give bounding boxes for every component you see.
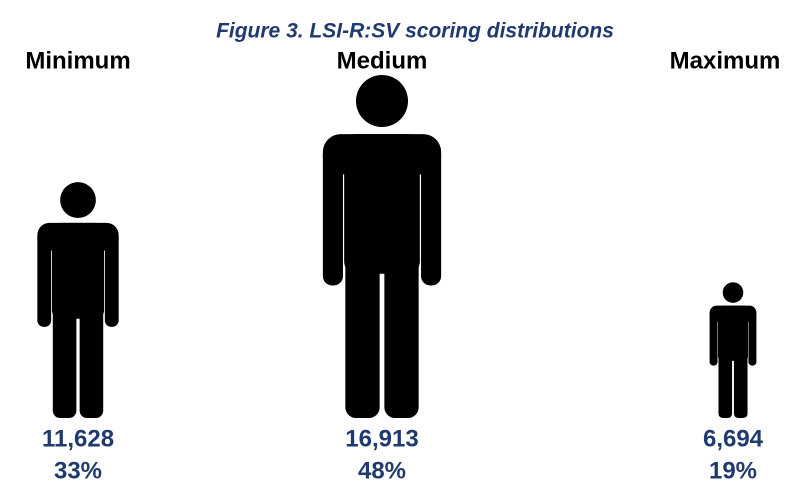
value-label: 11,628: [42, 425, 114, 452]
figure-part: [345, 252, 380, 418]
figure-part: [718, 305, 748, 361]
figure-part: [51, 222, 105, 319]
figure-part: [79, 304, 104, 419]
person-icon: [37, 182, 119, 419]
figure-part: [733, 352, 748, 418]
figure-part: [709, 310, 718, 366]
person-icon: [709, 282, 757, 418]
figure-part: [748, 310, 757, 366]
value-label: 6,694: [703, 425, 764, 452]
figure-part: [344, 134, 420, 274]
figure-part: [104, 230, 119, 327]
figure-part: [52, 304, 77, 419]
figure-part: [37, 230, 52, 327]
figure-part: [322, 145, 343, 286]
figure-part: [384, 252, 419, 418]
value-label: 16,913: [345, 425, 418, 452]
person-icon: [322, 75, 442, 418]
figure-part: [722, 282, 744, 303]
category-label: Maximum: [670, 47, 781, 74]
category-label: Medium: [337, 47, 428, 74]
figure-part: [718, 352, 733, 418]
figure-part: [355, 75, 409, 128]
figure-part: [60, 182, 96, 218]
percentage-label: 33%: [54, 457, 102, 484]
category-label: Minimum: [25, 47, 130, 74]
chart-title: Figure 3. LSI-R:SV scoring distributions: [216, 20, 614, 43]
percentage-label: 48%: [358, 457, 406, 484]
percentage-label: 19%: [709, 457, 757, 484]
figure-part: [421, 145, 442, 286]
